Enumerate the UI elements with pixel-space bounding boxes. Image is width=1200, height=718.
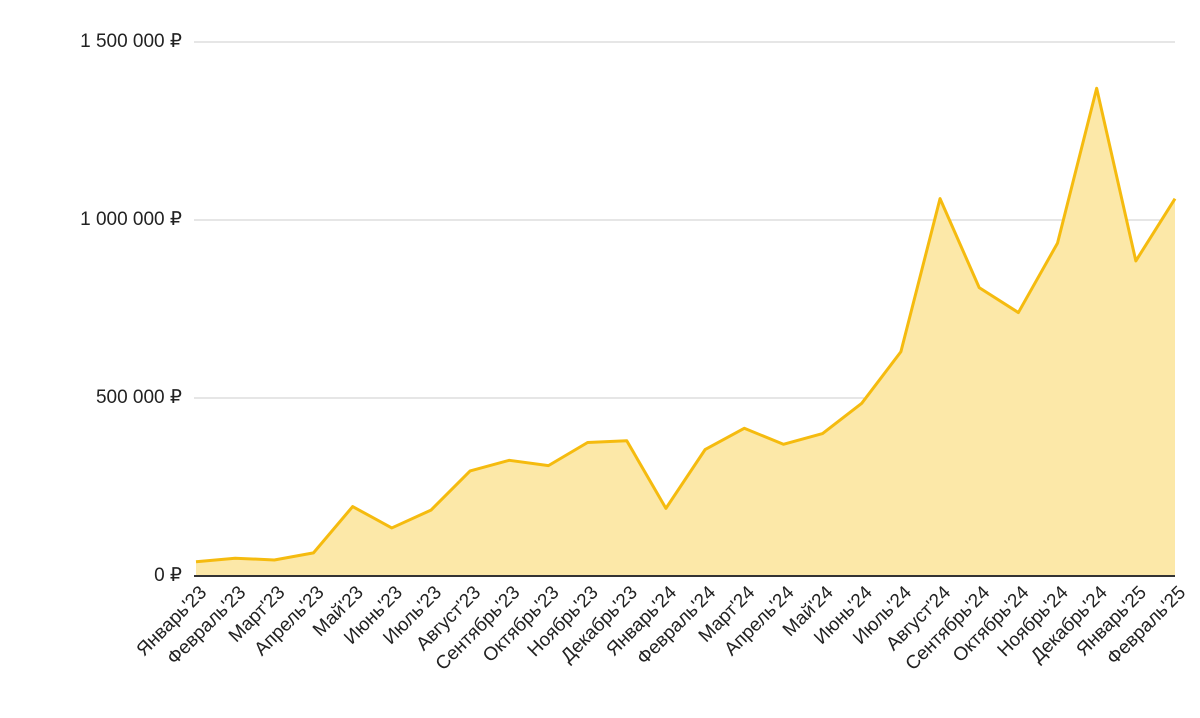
area-fill xyxy=(196,88,1175,576)
y-tick-label: 1 000 000 ₽ xyxy=(80,209,182,230)
area-line xyxy=(195,86,1177,564)
y-tick-label: 0 ₽ xyxy=(154,565,182,586)
y-tick-label: 500 000 ₽ xyxy=(96,387,182,408)
y-tick-label: 1 500 000 ₽ xyxy=(80,31,182,52)
